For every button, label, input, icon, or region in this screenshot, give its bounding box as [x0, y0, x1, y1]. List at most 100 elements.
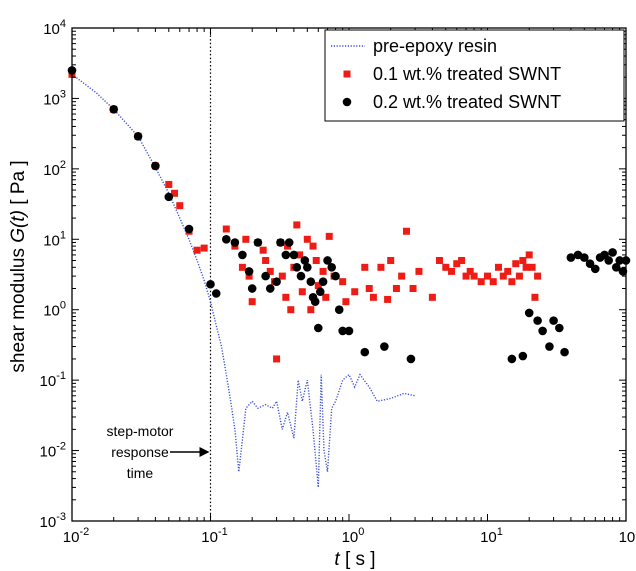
data-point-0-1wt — [470, 272, 478, 280]
data-point-0-1wt — [176, 202, 184, 210]
y-tick-label: 101 — [43, 229, 66, 249]
data-point-0-1wt — [522, 263, 530, 271]
data-point-0-2wt — [323, 256, 332, 265]
x-axis-title-unit: [ s ] — [340, 549, 376, 570]
data-point-0-2wt — [310, 297, 320, 306]
data-point-0-2wt — [360, 347, 370, 357]
data-point-0-2wt — [590, 264, 600, 274]
x-axis-title: t [ s ] — [334, 549, 375, 570]
x-tick-label: 102 — [619, 526, 636, 546]
data-point-0-2wt — [315, 287, 325, 297]
data-point-0-2wt — [300, 256, 310, 265]
data-point-0-2wt — [580, 253, 589, 262]
data-point-0-2wt — [538, 326, 547, 336]
data-point-0-2wt — [164, 192, 174, 202]
y-tick-label: 10-1 — [40, 370, 66, 390]
annotation-text: step-motor — [107, 423, 174, 439]
y-axis-title: shear modulus G(t) [ Pa ] — [8, 160, 29, 372]
data-point-0-1wt — [402, 227, 410, 235]
data-point-0-2wt — [151, 161, 160, 171]
data-point-0-1wt — [519, 256, 527, 264]
data-point-0-1wt — [319, 267, 327, 275]
data-point-0-1wt — [282, 293, 290, 301]
data-point-0-1wt — [392, 285, 400, 293]
data-point-0-2wt — [608, 248, 617, 257]
data-point-0-1wt — [387, 256, 395, 264]
data-point-0-2wt — [253, 238, 263, 247]
legend-marker-0-2wt — [342, 97, 352, 107]
data-point-0-1wt — [515, 272, 523, 280]
data-point-0-2wt — [604, 256, 613, 265]
data-point-0-1wt — [428, 293, 436, 301]
annotation-text: response — [111, 444, 169, 460]
data-point-0-2wt — [585, 259, 595, 269]
data-point-0-1wt — [238, 263, 246, 271]
data-point-0-1wt — [312, 256, 320, 264]
legend-label: pre-epoxy resin — [373, 36, 497, 56]
data-point-0-1wt — [489, 278, 497, 286]
data-point-0-1wt — [384, 295, 392, 303]
data-point-0-2wt — [507, 354, 517, 364]
data-point-0-1wt — [499, 272, 507, 280]
data-point-0-2wt — [406, 354, 416, 364]
data-point-0-1wt — [273, 355, 281, 363]
data-point-0-2wt — [292, 263, 302, 272]
data-point-0-1wt — [222, 225, 230, 233]
y-tick-label: 103 — [43, 88, 66, 108]
data-point-0-1wt — [165, 180, 173, 188]
data-point-0-1wt — [342, 298, 350, 306]
data-point-0-2wt — [261, 271, 270, 281]
data-point-0-2wt — [545, 342, 554, 351]
data-point-0-2wt — [284, 238, 294, 247]
series-3 — [67, 66, 631, 364]
data-point-0-1wt — [504, 267, 512, 275]
data-point-0-2wt — [555, 323, 564, 333]
y-tick-label: 104 — [43, 18, 66, 38]
data-point-0-1wt — [298, 288, 306, 296]
data-point-0-2wt — [549, 316, 558, 325]
data-point-0-2wt — [524, 308, 534, 318]
data-point-0-2wt — [247, 284, 257, 293]
x-tick-label: 101 — [480, 526, 503, 546]
data-point-0-2wt — [281, 250, 291, 260]
y-tick-label: 10-2 — [40, 441, 66, 461]
data-point-0-2wt — [109, 105, 118, 114]
data-point-0-1wt — [377, 263, 385, 271]
data-point-0-1wt — [369, 293, 377, 301]
data-point-0-2wt — [272, 277, 281, 286]
data-point-0-1wt — [245, 272, 253, 280]
data-point-0-2wt — [615, 256, 624, 265]
data-point-0-1wt — [409, 285, 417, 293]
data-point-0-1wt — [200, 244, 208, 252]
data-point-0-1wt — [339, 278, 347, 286]
data-point-0-2wt — [211, 289, 221, 298]
data-point-0-1wt — [435, 256, 443, 264]
data-point-0-2wt — [221, 234, 231, 244]
data-point-0-2wt — [618, 267, 628, 276]
y-tick-label: 10-3 — [40, 511, 66, 531]
data-point-0-1wt — [242, 235, 250, 243]
data-point-0-2wt — [318, 277, 328, 286]
annotation-arrowhead — [199, 447, 210, 457]
response-time-annotation: step-motor response time — [107, 28, 212, 521]
data-point-0-1wt — [266, 267, 274, 275]
data-point-0-2wt — [265, 284, 275, 293]
data-point-0-1wt — [448, 267, 456, 275]
data-point-0-2wt — [303, 263, 312, 272]
data-point-0-1wt — [325, 232, 333, 240]
data-point-0-1wt — [415, 267, 423, 275]
data-point-0-1wt — [466, 267, 474, 275]
data-point-0-2wt — [533, 316, 542, 325]
y-tick-label: 102 — [43, 159, 66, 179]
data-point-0-2wt — [133, 131, 143, 141]
data-point-0-1wt — [303, 235, 311, 243]
data-point-0-2wt — [331, 271, 340, 281]
data-point-0-1wt — [259, 246, 267, 254]
data-point-0-2wt — [184, 224, 194, 234]
data-point-0-2wt — [276, 238, 285, 247]
data-point-0-1wt — [314, 282, 322, 290]
data-point-0-1wt — [248, 298, 256, 306]
data-point-0-1wt — [193, 246, 201, 254]
x-axis-title-symbol: t — [334, 549, 340, 570]
